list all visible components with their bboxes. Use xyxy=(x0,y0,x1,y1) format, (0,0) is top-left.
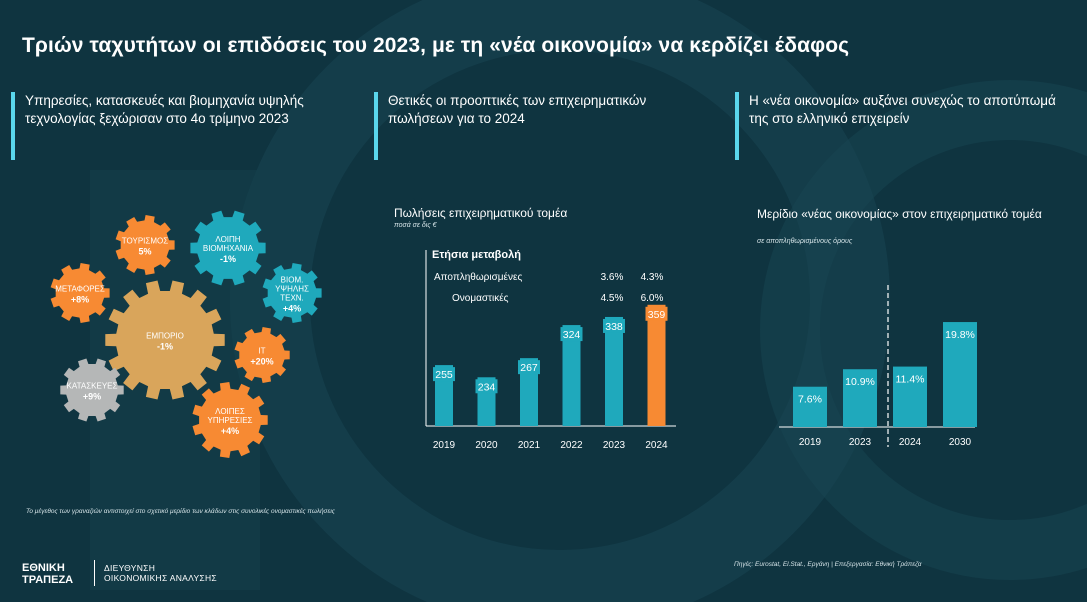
x-tick-label: 2024 xyxy=(899,437,922,448)
gear-value: -1% xyxy=(220,254,236,264)
gear-value: +8% xyxy=(71,295,89,305)
bar-value-label: 324 xyxy=(563,329,581,341)
gear-label: ΚΑΤΑΣΚΕΥΕΣ xyxy=(67,382,118,391)
gear-label: ΛΟΙΠΗ xyxy=(215,235,240,244)
gear-label: ΤΕΧΝ. xyxy=(280,294,304,303)
gear: IT+20% xyxy=(234,327,290,383)
gear-shape xyxy=(192,382,268,458)
gear-shape xyxy=(115,215,175,275)
nbg-logo: ΕΘΝΙΚΗ ΤΡΑΠΕΖΑ xyxy=(22,562,73,586)
bar-label-box xyxy=(603,318,625,333)
gear-value: +4% xyxy=(221,426,239,436)
share-chart-subtitle: σε αποπληθωρισμένους όρους xyxy=(757,238,853,245)
x-tick-label: 2019 xyxy=(799,437,822,448)
bar-label-box xyxy=(433,367,455,382)
dept-line1: ΔΙΕΥΘΥΝΣΗ xyxy=(104,563,156,573)
highlight-sales-outlook: Θετικές οι προοπτικές των επιχειρηματικώ… xyxy=(374,92,713,160)
gear-value: +20% xyxy=(250,357,273,367)
bar xyxy=(520,358,538,426)
bar xyxy=(647,304,666,426)
gear-value: +4% xyxy=(283,304,301,314)
x-tick-label: 2021 xyxy=(518,440,541,451)
highlight-new-economy: Η «νέα οικονομία» αυξάνει συνεχώς το απο… xyxy=(735,92,1069,160)
bar-value-label: 338 xyxy=(605,321,623,333)
sector-gears-diagram: ΤΟΥΡΙΣΜΟΣ5%ΛΟΙΠΗΒΙΟΜΗΧΑΝΙΑ-1%ΜΕΤΑΦΟΡΕΣ+8… xyxy=(50,210,322,458)
sales-bar-chart: Ετήσια μεταβολή Αποπληθωρισμένες 3.6% 4.3% Ο… xyxy=(425,249,676,451)
gear-shape xyxy=(50,263,110,323)
bar xyxy=(605,316,623,426)
gear-label: ΕΜΠΟΡΙΟ xyxy=(146,332,184,341)
gear-shape xyxy=(60,358,124,422)
x-tick-label: 2019 xyxy=(433,440,456,451)
bar-value-label: 7.6% xyxy=(798,394,822,406)
logo-line2: ΤΡΑΠΕΖΑ xyxy=(22,574,74,586)
gear-label: IT xyxy=(258,347,265,356)
sales-chart-subtitle: ποσά σε δις € xyxy=(394,222,437,229)
bar-label-box xyxy=(475,379,498,394)
bar xyxy=(943,322,977,427)
x-tick-label: 2030 xyxy=(949,437,972,448)
bar xyxy=(843,369,877,427)
gear-label: ΛΟΙΠΕΣ xyxy=(215,407,245,416)
gear-shape xyxy=(262,263,322,323)
gear-value: 5% xyxy=(138,247,151,257)
bar-value-label: 267 xyxy=(520,362,538,374)
table-cell-2024: 6.0% xyxy=(641,293,664,304)
x-tick-label: 2020 xyxy=(475,440,498,451)
bar xyxy=(793,386,827,427)
share-chart-title: Μερίδιο «νέας οικονομίας» στον επιχειρημ… xyxy=(757,207,1042,221)
highlight-services: Υπηρεσίες, κατασκευές και βιομηχανία υψη… xyxy=(11,92,325,160)
bar-label-box xyxy=(645,306,668,321)
x-tick-label: 2023 xyxy=(603,440,626,451)
logo-line1: ΕΘΝΙΚΗ xyxy=(22,562,65,574)
gear-label: ΥΨΗΛΗΣ xyxy=(275,285,309,294)
gear-label: ΒΙΟΜΗΧΑΝΙΑ xyxy=(203,244,254,253)
bar-value-label: 255 xyxy=(435,369,453,381)
gear-shape xyxy=(190,210,266,286)
table-cell-2023: 3.6% xyxy=(601,272,624,283)
table-cell-2023: 4.5% xyxy=(601,293,624,304)
gear-label: ΜΕΤΑΦΟΡΕΣ xyxy=(55,285,105,294)
page-title: Τριών ταχυτήτων οι επιδόσεις του 2023, μ… xyxy=(22,34,850,57)
gear: ΚΑΤΑΣΚΕΥΕΣ+9% xyxy=(60,358,124,422)
gear-value: +9% xyxy=(83,392,101,402)
gear: ΜΕΤΑΦΟΡΕΣ+8% xyxy=(50,263,110,323)
bar-value-label: 10.9% xyxy=(845,376,875,388)
gear-label: ΥΠΗΡΕΣΙΕΣ xyxy=(207,416,252,425)
bar-value-label: 234 xyxy=(478,381,496,393)
bar-label-box xyxy=(518,360,540,375)
gear: ΕΜΠΟΡΙΟ-1% xyxy=(105,280,225,400)
table-row-label: Αποπληθωρισμένες xyxy=(434,271,522,283)
department-name: ΔΙΕΥΘΥΝΣΗ ΟΙΚΟΝΟΜΙΚΗΣ ΑΝΑΛΥΣΗΣ xyxy=(104,563,217,583)
gear-shape xyxy=(105,280,225,400)
gear-label: ΒΙΟΜ. xyxy=(281,276,304,285)
bar-value-label: 11.4% xyxy=(896,374,925,386)
table-header: Ετήσια μεταβολή xyxy=(432,249,521,261)
bar-label-box xyxy=(560,327,583,342)
table-row-label: Ονομαστικές xyxy=(452,292,509,304)
table-cell-2024: 4.3% xyxy=(641,272,664,283)
sales-chart-title: Πωλήσεις επιχειρηματικού τομέα xyxy=(394,206,568,220)
bar-value-label: 359 xyxy=(648,309,666,321)
gear-shape xyxy=(234,327,290,383)
gears-footnote: Το μέγεθος των γραναζιών αντιστοιχεί στο… xyxy=(26,508,335,515)
bar-value-label: 19.8% xyxy=(945,329,975,341)
dept-line2: ΟΙΚΟΝΟΜΙΚΗΣ ΑΝΑΛΥΣΗΣ xyxy=(104,573,217,583)
x-tick-label: 2022 xyxy=(560,440,583,451)
gear-label: ΤΟΥΡΙΣΜΟΣ xyxy=(122,237,168,246)
footer-divider xyxy=(94,560,95,586)
gear-value: -1% xyxy=(157,342,173,352)
x-tick-label: 2024 xyxy=(645,440,668,451)
x-tick-label: 2023 xyxy=(849,437,872,448)
bar xyxy=(893,366,927,427)
source-note: Πηγές: Eurostat, El.Stat., Εργάνη | Επεξ… xyxy=(734,561,922,568)
new-economy-share-chart: 7.6% 2019 10.9% 2023 11.4% 2024 19.8% 2030 xyxy=(779,285,977,448)
bar xyxy=(562,325,581,426)
